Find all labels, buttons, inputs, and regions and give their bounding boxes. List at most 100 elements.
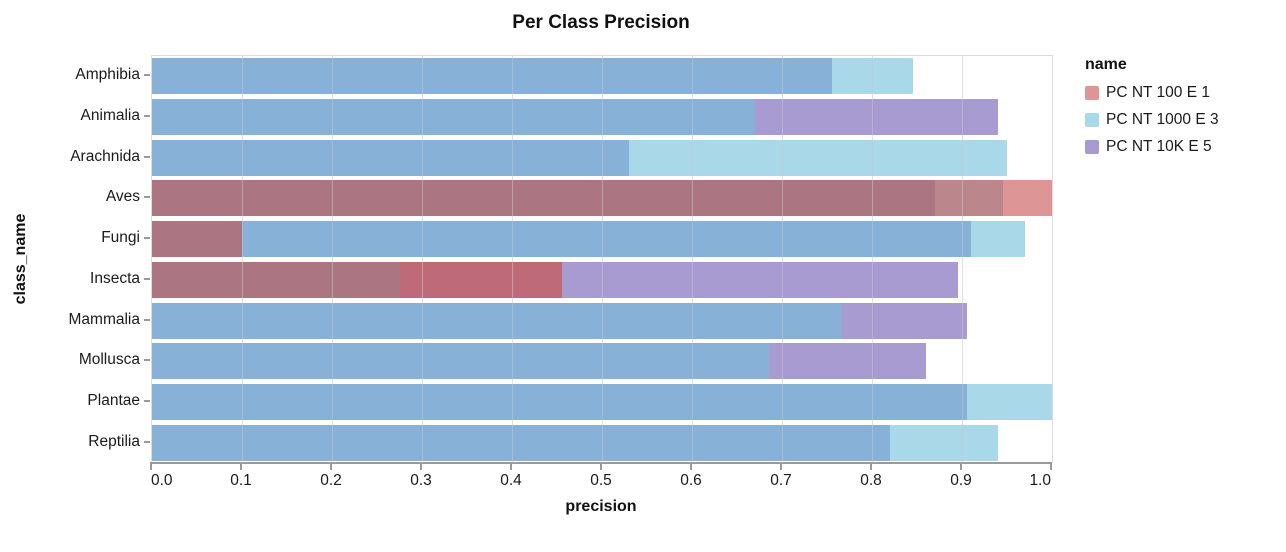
y-category-label: Reptilia [88, 432, 140, 450]
gridline [332, 56, 333, 463]
bar-segment [1002, 180, 1052, 217]
y-category-label: Fungi [101, 229, 140, 247]
y-category-label: Amphibia [75, 66, 140, 84]
bar-segment [152, 99, 755, 136]
y-category-label: Aves [105, 188, 140, 206]
bar-segment [890, 424, 998, 461]
y-tick [144, 237, 150, 240]
bar-segment [152, 424, 890, 461]
x-tick-label: 0.4 [500, 472, 522, 489]
y-tick [144, 277, 150, 280]
x-tick [330, 464, 332, 470]
x-tick-label: 0.8 [860, 472, 882, 489]
legend-label: PC NT 1000 E 3 [1106, 111, 1219, 128]
legend-items: PC NT 100 E 1 PC NT 1000 E 3 PC NT 10K E 5 [1085, 84, 1219, 156]
bar-segment [152, 58, 832, 95]
x-tick [690, 464, 692, 470]
x-tick [870, 464, 872, 470]
y-tick [144, 359, 150, 362]
x-tick [1050, 464, 1052, 470]
y-category-label: Animalia [80, 107, 140, 125]
y-tick [144, 318, 150, 321]
bar-row-animalia [152, 99, 1052, 136]
gridline [242, 56, 243, 463]
x-tick-label: 0.7 [770, 472, 792, 489]
bar-row-amphibia [152, 58, 1052, 95]
legend-item[interactable]: PC NT 100 E 1 [1085, 84, 1219, 102]
bar-segment [935, 180, 1003, 217]
bar-segment [152, 302, 841, 339]
gridline [512, 56, 513, 463]
bar-segment [152, 343, 769, 380]
bar-row-mammalia [152, 302, 1052, 339]
bar-segment [629, 139, 1007, 176]
y-category-label: Insecta [90, 269, 140, 287]
bar-segment [152, 139, 629, 176]
bar-row-fungi [152, 221, 1052, 258]
bar-segment [152, 221, 242, 258]
x-tick-label: 0.1 [230, 472, 252, 489]
bar-row-arachnida [152, 139, 1052, 176]
bar-row-aves [152, 180, 1052, 217]
x-tick [420, 464, 422, 470]
legend-label: PC NT 10K E 5 [1106, 138, 1212, 155]
x-axis-title: precision [565, 498, 637, 515]
bar-segment [152, 180, 935, 217]
x-tick-label: 0.9 [950, 472, 972, 489]
x-tick-label: 0.3 [410, 472, 432, 489]
legend-swatch [1085, 86, 1099, 100]
y-axis-title: class_name [12, 213, 29, 305]
bar-segment [242, 221, 971, 258]
bar-segment [971, 221, 1025, 258]
x-tick [960, 464, 962, 470]
legend-item[interactable]: PC NT 10K E 5 [1085, 138, 1219, 156]
bar-segment [399, 261, 562, 298]
y-category-label: Mammalia [68, 310, 140, 328]
y-category-label: Arachnida [70, 147, 140, 165]
gridline [602, 56, 603, 463]
y-tick [144, 74, 150, 77]
x-tick-label: 0.2 [320, 472, 342, 489]
legend-swatch [1085, 113, 1099, 127]
x-tick [600, 464, 602, 470]
bar-row-insecta [152, 261, 1052, 298]
y-category-label: Plantae [87, 391, 140, 409]
gridline [962, 56, 963, 463]
x-tick [510, 464, 512, 470]
x-tick [150, 464, 152, 470]
bar-row-reptilia [152, 424, 1052, 461]
y-tick [144, 155, 150, 158]
bar-segment [966, 383, 1052, 420]
bar-segment [561, 261, 958, 298]
legend-item[interactable]: PC NT 1000 E 3 [1085, 111, 1219, 129]
gridline [692, 56, 693, 463]
gridline [422, 56, 423, 463]
x-tick [780, 464, 782, 470]
x-axis-line [150, 462, 1052, 464]
y-tick [144, 440, 150, 443]
gridline [782, 56, 783, 463]
legend: name PC NT 100 E 1 PC NT 1000 E 3 PC NT 10… [1085, 56, 1219, 165]
chart-title: Per Class Precision [512, 12, 690, 33]
y-category-label: Mollusca [78, 351, 140, 369]
bar-segment [152, 383, 967, 420]
bar-segment [755, 99, 998, 136]
bar-segment [152, 261, 400, 298]
legend-title: name [1085, 56, 1127, 73]
gridline [872, 56, 873, 463]
y-tick [144, 115, 150, 118]
bar-segment [768, 343, 926, 380]
y-tick [144, 399, 150, 402]
x-tick [240, 464, 242, 470]
bar-segment [840, 302, 967, 339]
x-tick-label: 0.6 [680, 472, 702, 489]
plot-area [151, 55, 1053, 463]
bar-row-mollusca [152, 343, 1052, 380]
x-tick-label: 0.0 [151, 472, 173, 489]
x-tick-label: 1.0 [1029, 472, 1051, 489]
x-tick-label: 0.5 [590, 472, 612, 489]
y-tick [144, 196, 150, 199]
legend-swatch [1085, 140, 1099, 154]
bar-row-plantae [152, 383, 1052, 420]
